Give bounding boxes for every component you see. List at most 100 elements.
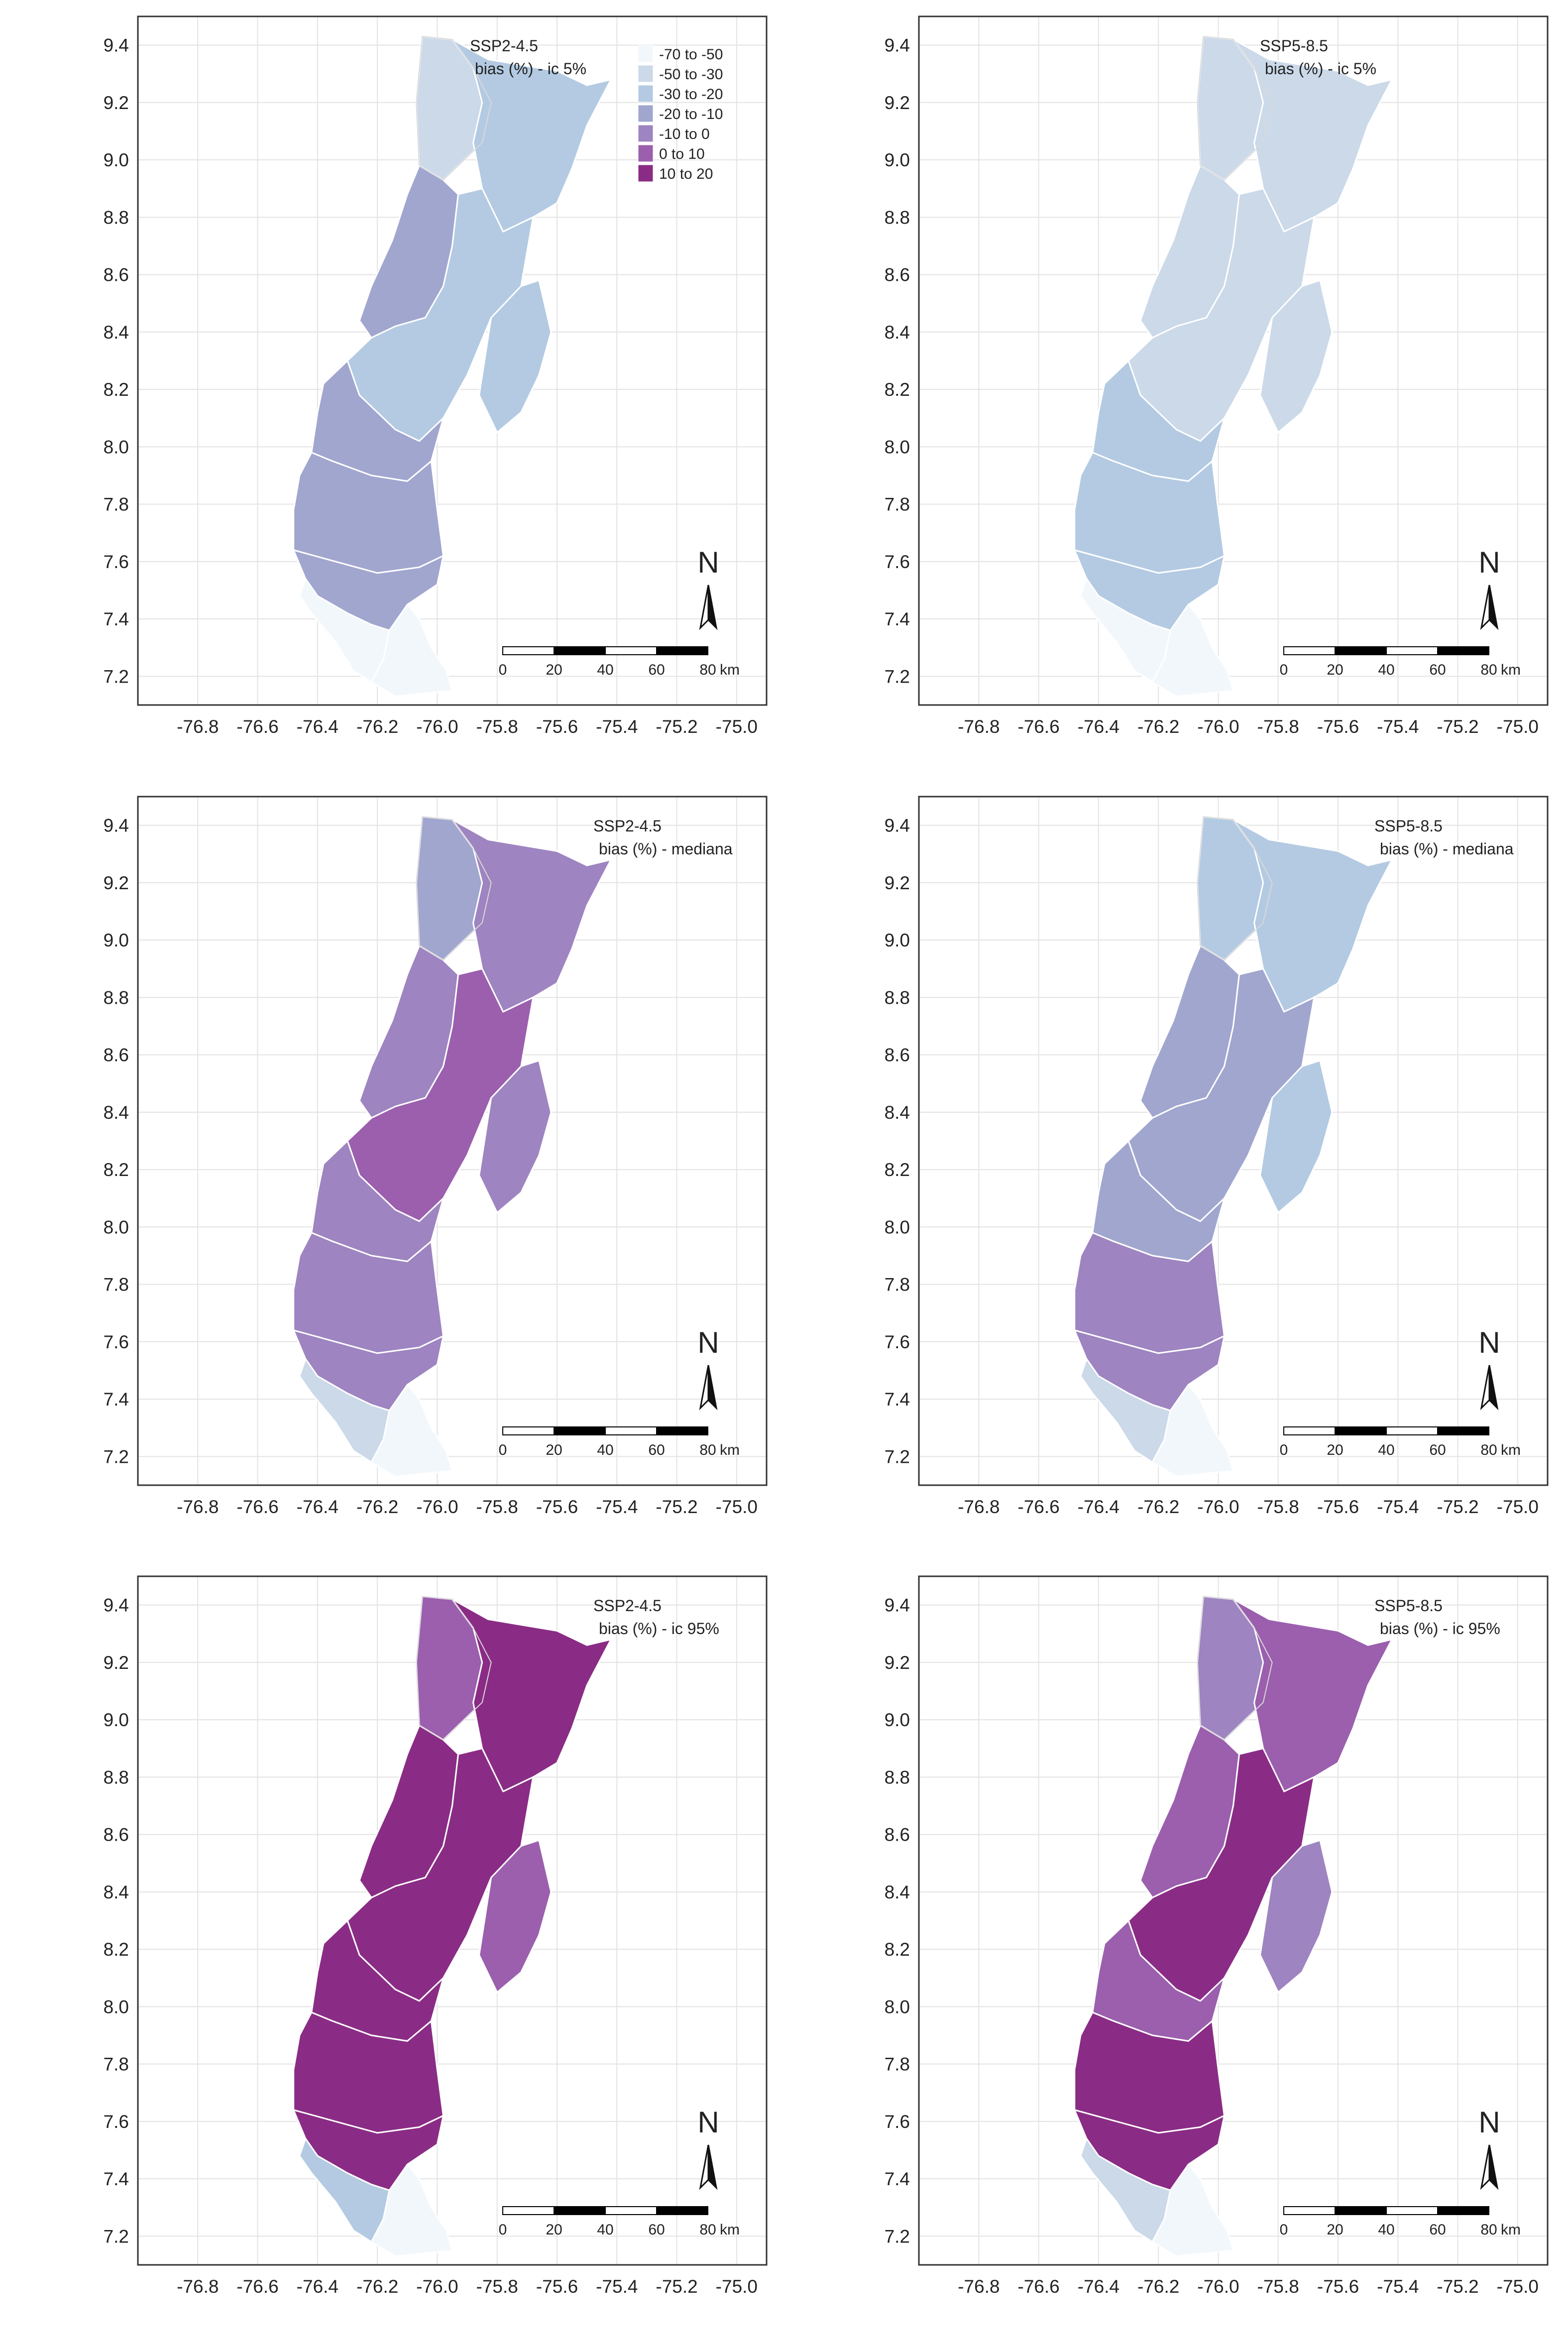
scale-bar-label: 40 (1378, 1442, 1394, 1458)
y-tick-label: 8.6 (885, 1825, 910, 1845)
subbasin-region (1259, 1059, 1333, 1214)
y-tick-label: 8.6 (104, 1825, 129, 1845)
y-tick-label: 9.4 (104, 35, 129, 56)
y-tick-label: 7.2 (885, 666, 910, 687)
x-tick-label: -75.4 (1377, 1497, 1419, 1517)
x-tick-label: -75.2 (1437, 1497, 1478, 1517)
y-tick-label: 7.8 (104, 2054, 129, 2075)
scale-bar-segment (502, 2206, 555, 2215)
north-arrow-label: N (1478, 546, 1500, 579)
x-tick-label: -76.0 (1197, 716, 1239, 737)
scale-bar-label: 60 (1429, 662, 1446, 678)
y-tick-label: 7.2 (104, 1446, 129, 1467)
scale-bar-segment (1335, 1426, 1387, 1435)
x-tick-label: -76.2 (1137, 716, 1179, 737)
subbasin-region (370, 603, 453, 698)
y-tick-label: 7.8 (104, 1275, 129, 1295)
map-panel: 9.4 9.2 9.0 8.8 8.6 8.4 8.2 8.0 7.8 7.6 7.4 7.2 -76.… (885, 796, 1549, 1517)
north-arrow-icon (699, 1365, 709, 1411)
legend-label: -10 to 0 (659, 126, 710, 142)
y-tick-label: 9.2 (104, 873, 129, 893)
basin-outline (1197, 36, 1273, 181)
y-tick-label: 7.2 (885, 1446, 910, 1467)
scale-bar-label: 0 (499, 2222, 507, 2238)
subbasin-region (1232, 1598, 1393, 1792)
x-tick-label: -75.0 (1497, 716, 1539, 737)
scale-bar-label: 40 (597, 1442, 613, 1458)
x-tick-label: -76.0 (416, 716, 458, 737)
scale-bar-label: 60 (1429, 2222, 1446, 2238)
scale-bar-segment (1283, 1426, 1336, 1435)
subbasin-region (1232, 819, 1393, 1013)
scale-bar-segment (554, 1426, 606, 1435)
legend: -70 to -50 -50 to -30 -30 to -20 -20 to -10… (638, 45, 723, 182)
subbasin-region (478, 279, 552, 434)
subbasin-region (1151, 2163, 1234, 2257)
y-tick-label: 9.4 (104, 816, 129, 836)
x-tick-label: -76.8 (177, 1497, 219, 1517)
x-tick-label: -76.4 (297, 1497, 338, 1517)
subbasin-region (1151, 1384, 1234, 1478)
y-tick-label: 8.4 (104, 322, 129, 343)
north-arrow-label: N (1478, 2106, 1500, 2139)
legend-swatch (638, 85, 654, 103)
x-tick-label: -75.4 (1377, 2276, 1419, 2297)
x-tick-label: -75.0 (1497, 2276, 1539, 2297)
scale-bar-label: 60 (648, 2222, 665, 2238)
bias-subtitle: bias (%) - ic 5% (475, 60, 586, 78)
y-tick-label: 7.2 (104, 666, 129, 687)
y-tick-label: 8.4 (104, 1102, 129, 1123)
scenario-label: SSP5-8.5 (1374, 817, 1443, 835)
x-tick-label: -75.8 (1257, 2276, 1299, 2297)
basin-outline (416, 36, 492, 181)
y-tick-label: 9.2 (104, 1652, 129, 1673)
scale-bar-segment (554, 2206, 606, 2215)
y-tick-label: 9.4 (885, 816, 910, 836)
y-tick-label: 7.6 (104, 1332, 129, 1352)
y-tick-label: 7.4 (885, 1389, 910, 1410)
y-tick-label: 7.6 (104, 552, 129, 572)
y-tick-label: 7.4 (104, 1389, 129, 1410)
y-tick-label: 8.8 (104, 987, 129, 1008)
scale-bar-segment (1437, 2206, 1489, 2215)
y-tick-label: 7.6 (885, 552, 910, 572)
x-tick-label: -75.8 (476, 2276, 518, 2297)
north-arrow-icon (1488, 1365, 1499, 1411)
bias-subtitle: bias (%) - ic 5% (1265, 60, 1376, 78)
y-tick-label: 8.0 (885, 437, 910, 457)
x-tick-label: -76.0 (416, 1497, 458, 1517)
x-tick-label: -76.4 (297, 716, 338, 737)
y-tick-label: 9.0 (104, 150, 129, 170)
scale-bar-segment (1335, 646, 1387, 655)
legend-swatch (638, 124, 654, 142)
scale-bar-label: 0 (499, 662, 507, 678)
x-tick-label: -75.4 (1377, 716, 1419, 737)
y-tick-label: 8.2 (885, 1160, 910, 1180)
legend-swatch (638, 144, 654, 162)
x-tick-label: -75.0 (716, 2276, 758, 2297)
scenario-label: SSP5-8.5 (1260, 37, 1328, 55)
x-tick-label: -76.6 (236, 2276, 278, 2297)
y-tick-label: 8.4 (885, 1102, 910, 1123)
scale-bar-label: 60 (648, 662, 665, 678)
y-tick-label: 7.6 (104, 2112, 129, 2132)
scale-bar-segment (656, 1426, 708, 1435)
x-tick-label: -75.8 (476, 1497, 518, 1517)
scale-bar-label: 60 (648, 1442, 665, 1458)
scale-bar-label: 40 (597, 662, 613, 678)
y-tick-label: 7.8 (885, 2054, 910, 2075)
y-tick-label: 8.8 (885, 987, 910, 1008)
north-arrow-label: N (697, 2106, 719, 2139)
scenario-label: SSP5-8.5 (1374, 1597, 1443, 1615)
x-tick-label: -75.6 (1317, 2276, 1359, 2297)
y-tick-label: 8.0 (885, 1217, 910, 1237)
bias-subtitle: bias (%) - mediana (1380, 840, 1514, 858)
x-tick-label: -76.2 (356, 2276, 398, 2297)
y-tick-label: 8.6 (104, 265, 129, 285)
legend-swatch (638, 164, 654, 182)
x-tick-label: -76.2 (1137, 2276, 1179, 2297)
map-panel: 9.4 9.2 9.0 8.8 8.6 8.4 8.2 8.0 7.8 7.6 7.4 7.2 -76.… (885, 15, 1549, 737)
bias-subtitle: bias (%) - mediana (599, 840, 733, 858)
scale-bar-label: 20 (1327, 1442, 1343, 1458)
subbasin-region (478, 1839, 552, 1994)
